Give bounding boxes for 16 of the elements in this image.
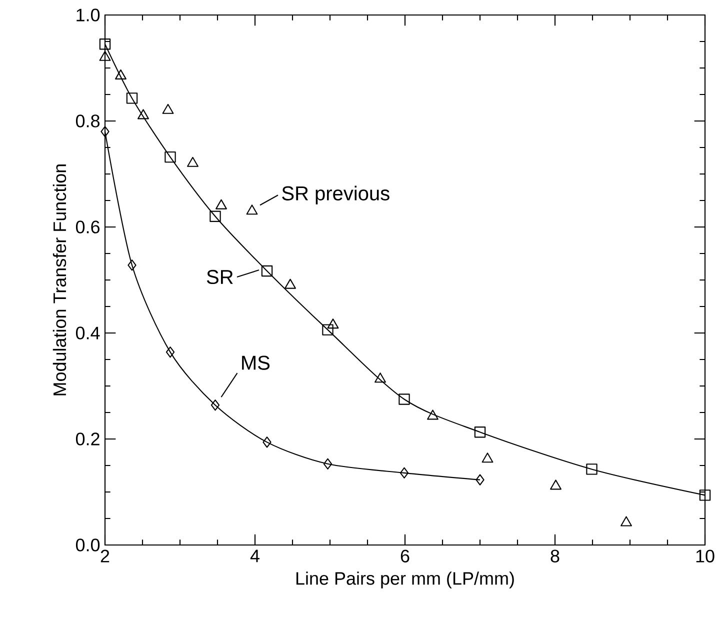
y-axis-title: Modulation Transfer Function [52,164,66,396]
x-tick-label: 2 [100,550,110,562]
x-tick-label: 4 [250,550,260,562]
x-tick-label: 10 [696,550,714,562]
x-tick-label: 8 [550,550,560,562]
annotation: SR [206,270,233,284]
y-tick-label: 0.2 [76,432,100,446]
y-tick-label: 0.0 [76,538,100,552]
y-tick-label: 0.4 [76,326,100,340]
y-tick-label: 0.6 [76,220,100,234]
annotation: SR previous [282,186,390,204]
annotation: MS [242,356,270,370]
x-axis-title: Line Pairs per mm (LP/mm) [296,572,514,588]
y-tick-label: 0.8 [76,114,100,128]
x-tick-label: 6 [400,550,410,562]
y-tick-label: 1.0 [76,8,100,22]
